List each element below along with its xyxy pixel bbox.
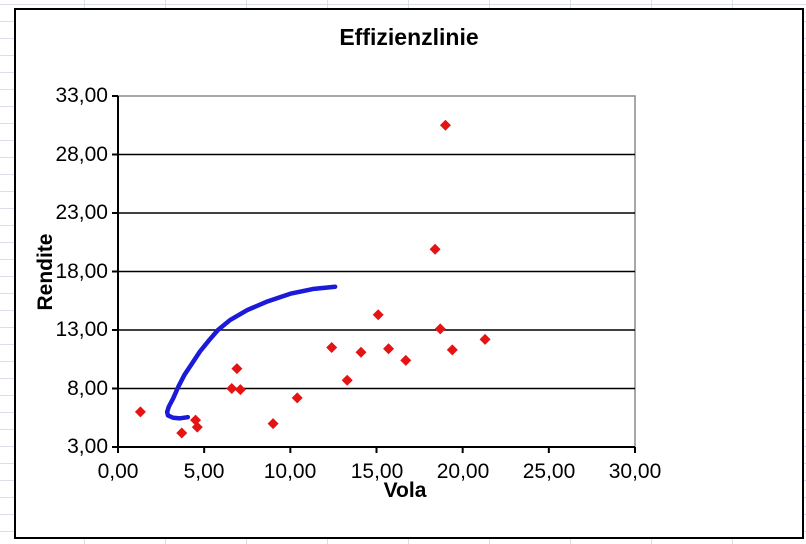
x-tick-label: 20,00 [436,460,490,483]
y-tick-label: 33,00 [55,84,108,107]
y-tick-label: 18,00 [55,260,108,283]
x-tick-label: 30,00 [608,460,662,483]
x-axis-title: Vola [383,479,427,502]
x-tick-label: 0,00 [97,460,139,483]
x-tick-label: 15,00 [350,460,404,483]
x-tick-label: 25,00 [522,460,576,483]
chart-title: Effizienzlinie [339,24,479,50]
y-tick-label: 23,00 [55,201,108,224]
x-tick-label: 10,00 [263,460,317,483]
y-tick-label: 8,00 [67,377,108,400]
x-tick-label: 5,00 [183,460,225,483]
y-tick-label: 13,00 [55,318,108,341]
y-tick-label: 3,00 [67,435,108,458]
y-tick-label: 28,00 [55,143,108,166]
